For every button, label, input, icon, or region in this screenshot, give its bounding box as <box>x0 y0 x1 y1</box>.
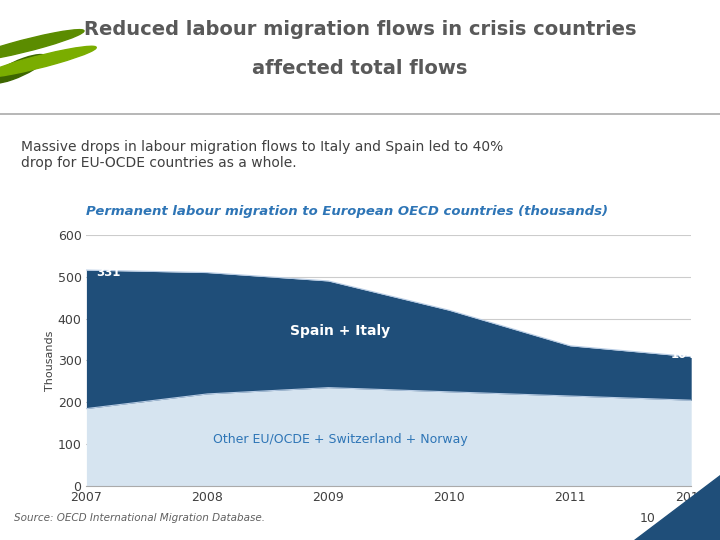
Text: 104: 104 <box>670 348 695 361</box>
Text: Other EU/OCDE + Switzerland + Norway: Other EU/OCDE + Switzerland + Norway <box>213 434 468 447</box>
Text: affected total flows: affected total flows <box>252 59 468 78</box>
Text: Massive drops in labour migration flows to Italy and Spain led to 40%
drop for E: Massive drops in labour migration flows … <box>22 140 503 170</box>
Ellipse shape <box>0 46 96 77</box>
Ellipse shape <box>0 30 84 60</box>
Text: Reduced labour migration flows in crisis countries: Reduced labour migration flows in crisis… <box>84 20 636 39</box>
Ellipse shape <box>0 55 46 83</box>
Text: 10: 10 <box>640 512 656 525</box>
Y-axis label: Thousands: Thousands <box>45 330 55 390</box>
Text: 331: 331 <box>96 266 120 279</box>
Text: Source: OECD International Migration Database.: Source: OECD International Migration Dat… <box>14 514 266 523</box>
Polygon shape <box>634 475 720 540</box>
Text: Permanent labour migration to European OECD countries (thousands): Permanent labour migration to European O… <box>86 205 608 219</box>
Text: Spain + Italy: Spain + Italy <box>290 324 390 338</box>
